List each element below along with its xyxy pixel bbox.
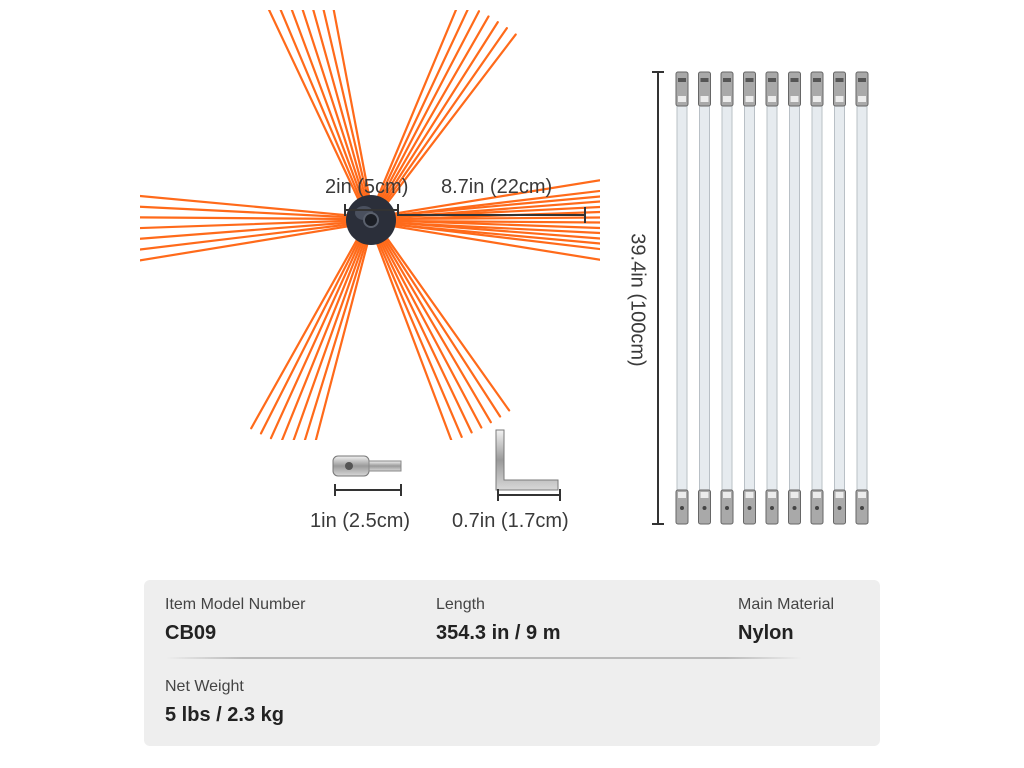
bristle-length-marker — [398, 207, 586, 223]
rod-length-marker — [652, 71, 664, 525]
bristle-strand — [376, 235, 473, 434]
model-number-value: CB09 — [165, 622, 217, 644]
extension-rod — [788, 71, 801, 525]
bristle-strand — [140, 219, 355, 230]
bristle-strand — [280, 235, 366, 440]
extension-rod — [743, 71, 756, 525]
nylon-bristles — [140, 10, 600, 440]
bristle-strand — [382, 232, 511, 412]
length-label: Length — [436, 596, 485, 613]
bristle-strand — [140, 216, 355, 221]
model-number-label: Item Model Number — [165, 596, 306, 613]
bristle-strand — [382, 33, 517, 209]
bristle-strand — [387, 179, 600, 216]
bristle-strand — [381, 233, 502, 418]
spec-divider — [166, 657, 802, 659]
brush-head-illustration — [140, 10, 600, 440]
length-value: 354.3 in / 9 m — [436, 622, 561, 644]
bristle-strand — [269, 234, 364, 440]
bristle-strand — [259, 234, 363, 435]
extension-rods-illustration — [652, 71, 869, 525]
extension-rod — [833, 71, 846, 525]
rod-length-label: 39.4in (100cm) — [626, 233, 649, 367]
bristle-strand — [387, 221, 600, 240]
bristle-strand — [387, 216, 600, 221]
extension-rod — [765, 71, 779, 525]
bristle-strand — [377, 10, 481, 205]
bristle-strand — [140, 205, 355, 219]
net-weight-label: Net Weight — [165, 678, 244, 695]
net-weight-value: 5 lbs / 2.3 kg — [165, 704, 284, 726]
bristle-strand — [387, 224, 600, 261]
bristle-strand — [387, 219, 600, 230]
bristle-strand — [322, 10, 370, 204]
material-label: Main Material — [738, 596, 835, 613]
extension-rod — [698, 71, 711, 525]
bristle-strand — [140, 224, 355, 262]
bristle-strand — [373, 236, 453, 440]
bristle-strand — [374, 10, 458, 204]
bristle-strand — [387, 195, 600, 217]
bristle-strand — [140, 221, 355, 240]
adapter-length-label: 1in (2.5cm) — [310, 510, 411, 532]
bristle-strand — [250, 233, 362, 430]
material-value: Nylon — [738, 622, 794, 644]
bristle-strand — [292, 236, 367, 440]
bristle-strand — [378, 15, 490, 206]
wrench-length-label: 0.7in (1.7cm) — [452, 510, 569, 532]
bristle-strand — [303, 236, 369, 440]
extension-rod — [855, 71, 869, 525]
bristle-strand — [381, 27, 508, 208]
bristle-strand — [375, 236, 463, 439]
bristle-strand — [378, 234, 483, 429]
bristle-strand — [380, 21, 499, 207]
bristle-strand — [290, 10, 366, 205]
extension-rod — [675, 71, 689, 525]
bristle-strand — [312, 10, 369, 204]
rod-adapter-illustration — [332, 455, 402, 496]
bristle-strand — [267, 10, 363, 206]
hex-wrench-illustration — [495, 429, 561, 501]
bristle-strand — [140, 194, 355, 217]
extension-rod — [810, 71, 824, 525]
bristle-strand — [332, 10, 372, 203]
bristle-strand — [140, 222, 355, 251]
bristle-strand — [314, 237, 370, 440]
spec-card: Item Model Number CB09 Length 354.3 in /… — [144, 580, 880, 746]
extension-rod — [720, 71, 734, 525]
bristle-strand — [387, 222, 600, 251]
bristle-strand — [379, 233, 492, 424]
bristle-strand — [301, 10, 367, 204]
hub-width-label: 2in (5cm) — [325, 176, 409, 198]
bristle-strand — [376, 10, 469, 205]
bristle-length-label: 8.7in (22cm) — [441, 176, 553, 198]
bristle-strand — [279, 10, 364, 206]
